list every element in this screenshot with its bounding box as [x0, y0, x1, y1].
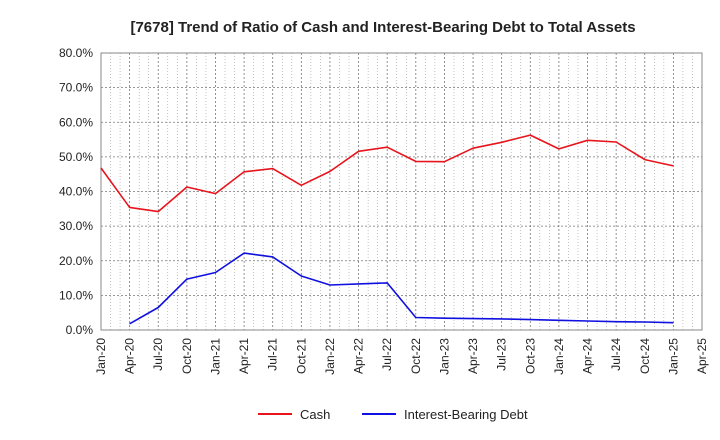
x-tick-label: Oct-22	[409, 338, 423, 374]
x-tick-label: Jan-21	[208, 338, 222, 375]
x-tick-label: Jan-24	[552, 338, 566, 375]
x-tick-label: Jul-21	[266, 338, 280, 371]
x-tick-label: Apr-24	[581, 338, 595, 374]
y-tick-label: 40.0%	[59, 185, 93, 199]
x-tick-label: Oct-23	[523, 338, 537, 374]
series-line-cash	[100, 134, 674, 213]
y-tick-label: 60.0%	[59, 115, 93, 129]
x-tick-label: Apr-25	[695, 338, 709, 374]
x-tick-label: Jul-23	[495, 338, 509, 371]
x-tick-label: Apr-20	[123, 338, 137, 374]
y-tick-label: 30.0%	[59, 219, 93, 233]
x-tick-label: Jul-20	[151, 338, 165, 371]
x-tick-label: Jul-24	[609, 338, 623, 371]
plot-area	[100, 52, 703, 331]
y-tick-label: 80.0%	[59, 46, 93, 60]
legend: Cash Interest-Bearing Debt	[258, 407, 528, 422]
x-tick-label: Jan-25	[666, 338, 680, 375]
x-tick-label: Oct-21	[294, 338, 308, 374]
x-tick-label: Jan-20	[94, 338, 108, 375]
x-tick-label: Apr-23	[466, 338, 480, 374]
x-tick-label: Jul-22	[380, 338, 394, 371]
x-tick-label: Jan-22	[323, 338, 337, 375]
y-tick-label: 50.0%	[59, 150, 93, 164]
y-axis: 0.0% 10.0% 20.0% 30.0% 40.0% 50.0% 60.0% 70.0% 8…	[59, 46, 93, 337]
series-line-interest-bearing-debt	[129, 252, 674, 325]
y-tick-label: 70.0%	[59, 81, 93, 95]
x-tick-label: Oct-20	[180, 338, 194, 374]
x-tick-label: Oct-24	[638, 338, 652, 374]
legend-label: Cash	[300, 407, 330, 422]
x-axis: Jan-20 Apr-20 Jul-20 Oct-20 Jan-21 Apr-21 Jul-…	[94, 338, 709, 375]
x-tick-label: Jan-23	[437, 338, 451, 375]
chart-title: [7678] Trend of Ratio of Cash and Intere…	[130, 19, 635, 36]
y-tick-label: 10.0%	[59, 288, 93, 302]
y-tick-label: 0.0%	[66, 323, 94, 337]
y-tick-label: 20.0%	[59, 254, 93, 268]
x-tick-label: Apr-22	[352, 338, 366, 374]
grid	[100, 52, 703, 331]
legend-label: Interest-Bearing Debt	[404, 407, 528, 422]
series-lines	[100, 134, 674, 325]
x-tick-label: Apr-21	[237, 338, 251, 374]
